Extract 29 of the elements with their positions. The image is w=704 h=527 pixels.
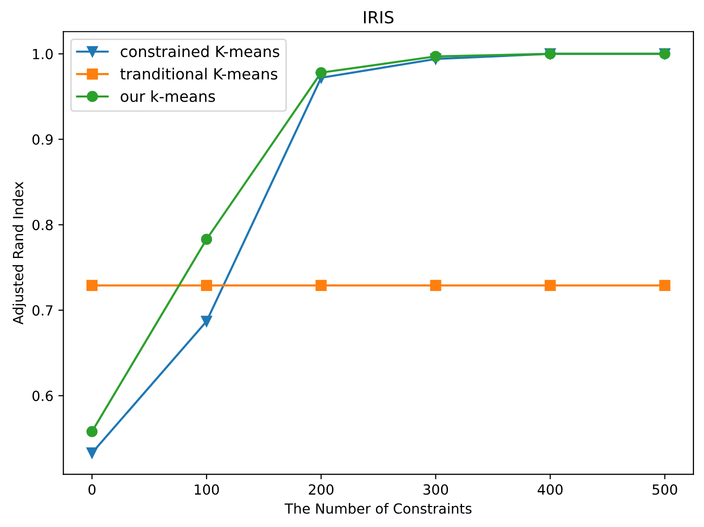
point: [201, 280, 212, 291]
x-tick-label: 500: [652, 484, 678, 495]
x-tick-label: 0: [88, 484, 96, 495]
y-axis-title: Adjusted Rand Index: [12, 182, 26, 325]
y-tick-label: 0.6: [32, 390, 53, 402]
y-tick-label: 0.8: [32, 220, 53, 230]
y-tick-label: 1.0: [33, 48, 53, 60]
x-axis-title: The Number of Constraints: [284, 503, 472, 514]
point: [659, 280, 670, 291]
legend-label: tranditional K-means: [120, 68, 278, 80]
x-tick-label: 200: [308, 484, 334, 495]
x-tick-label: 400: [538, 484, 563, 495]
point: [544, 280, 556, 291]
point: [430, 280, 442, 291]
point: [316, 280, 327, 291]
x-tick-label: 300: [423, 484, 448, 495]
legend-label: constrained K-means: [120, 45, 280, 58]
point: [316, 67, 327, 78]
point: [86, 280, 98, 291]
point: [201, 234, 212, 245]
x-tick-label: 100: [194, 484, 219, 495]
y-tick-label: 0.9: [32, 134, 53, 145]
point: [86, 447, 98, 458]
chart-title: IRIS: [364, 10, 394, 24]
point: [430, 50, 442, 62]
legend-label: our k-means: [120, 90, 215, 102]
point: [201, 316, 212, 327]
point: [86, 426, 98, 438]
y-tick-label: 0.7: [32, 305, 52, 316]
